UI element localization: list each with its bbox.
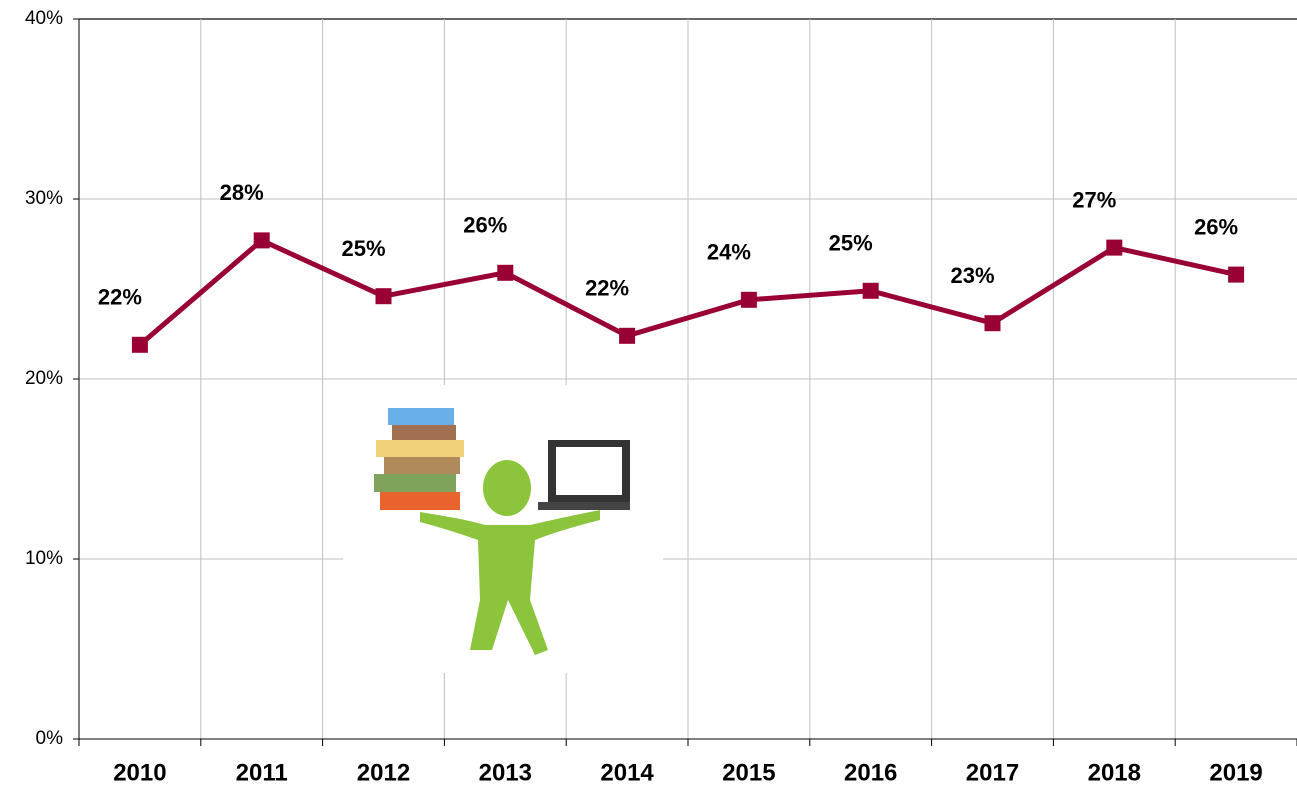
x-tick-label: 2012 [357, 759, 410, 786]
marker [497, 264, 514, 281]
figure-body [420, 510, 600, 655]
value-label: 27% [1072, 187, 1116, 212]
value-label: 23% [950, 263, 994, 288]
marker [984, 315, 1001, 332]
y-tick-label: 0% [36, 728, 64, 749]
x-tick-label: 2010 [113, 759, 166, 786]
plot: 0% 10% 20% 30% 40% 2010 2011 2012 2013 2014 2015 20… [25, 8, 1297, 786]
marker [740, 291, 757, 308]
x-tick-label: 2016 [844, 759, 897, 786]
marker [375, 288, 392, 305]
y-tick-label: 30% [25, 188, 63, 209]
book [388, 408, 454, 425]
value-label: 22% [98, 285, 142, 310]
book [380, 492, 460, 510]
grid [79, 18, 1297, 740]
x-tick-label: 2018 [1088, 759, 1141, 786]
y-tick-label: 40% [25, 8, 63, 29]
marker [253, 232, 270, 249]
book [392, 425, 456, 440]
book [374, 474, 456, 492]
book [376, 440, 464, 457]
value-label: 26% [1194, 214, 1238, 239]
marker [862, 282, 879, 299]
x-tick-label: 2014 [600, 759, 654, 786]
value-label: 28% [220, 180, 264, 205]
value-label: 25% [341, 236, 385, 261]
value-label: 22% [585, 276, 629, 301]
y-tick-label: 10% [25, 548, 63, 569]
series-line [138, 237, 1237, 347]
marker [1228, 266, 1245, 283]
x-tick-label: 2017 [966, 759, 1019, 786]
y-tick-label: 20% [25, 368, 63, 389]
x-tick-label: 2013 [479, 759, 532, 786]
value-label: 24% [707, 240, 751, 265]
book [384, 457, 460, 474]
figure-head [483, 460, 531, 516]
illustration [343, 385, 663, 673]
x-tick-label: 2011 [236, 759, 288, 786]
marker [619, 327, 636, 344]
marker [131, 336, 148, 353]
laptop-base [538, 502, 630, 510]
laptop-display [556, 447, 622, 495]
value-label: 25% [829, 231, 873, 256]
x-tick-label: 2019 [1209, 759, 1262, 786]
x-tick-label: 2015 [722, 759, 775, 786]
value-label: 26% [463, 213, 507, 238]
marker [1106, 239, 1123, 256]
